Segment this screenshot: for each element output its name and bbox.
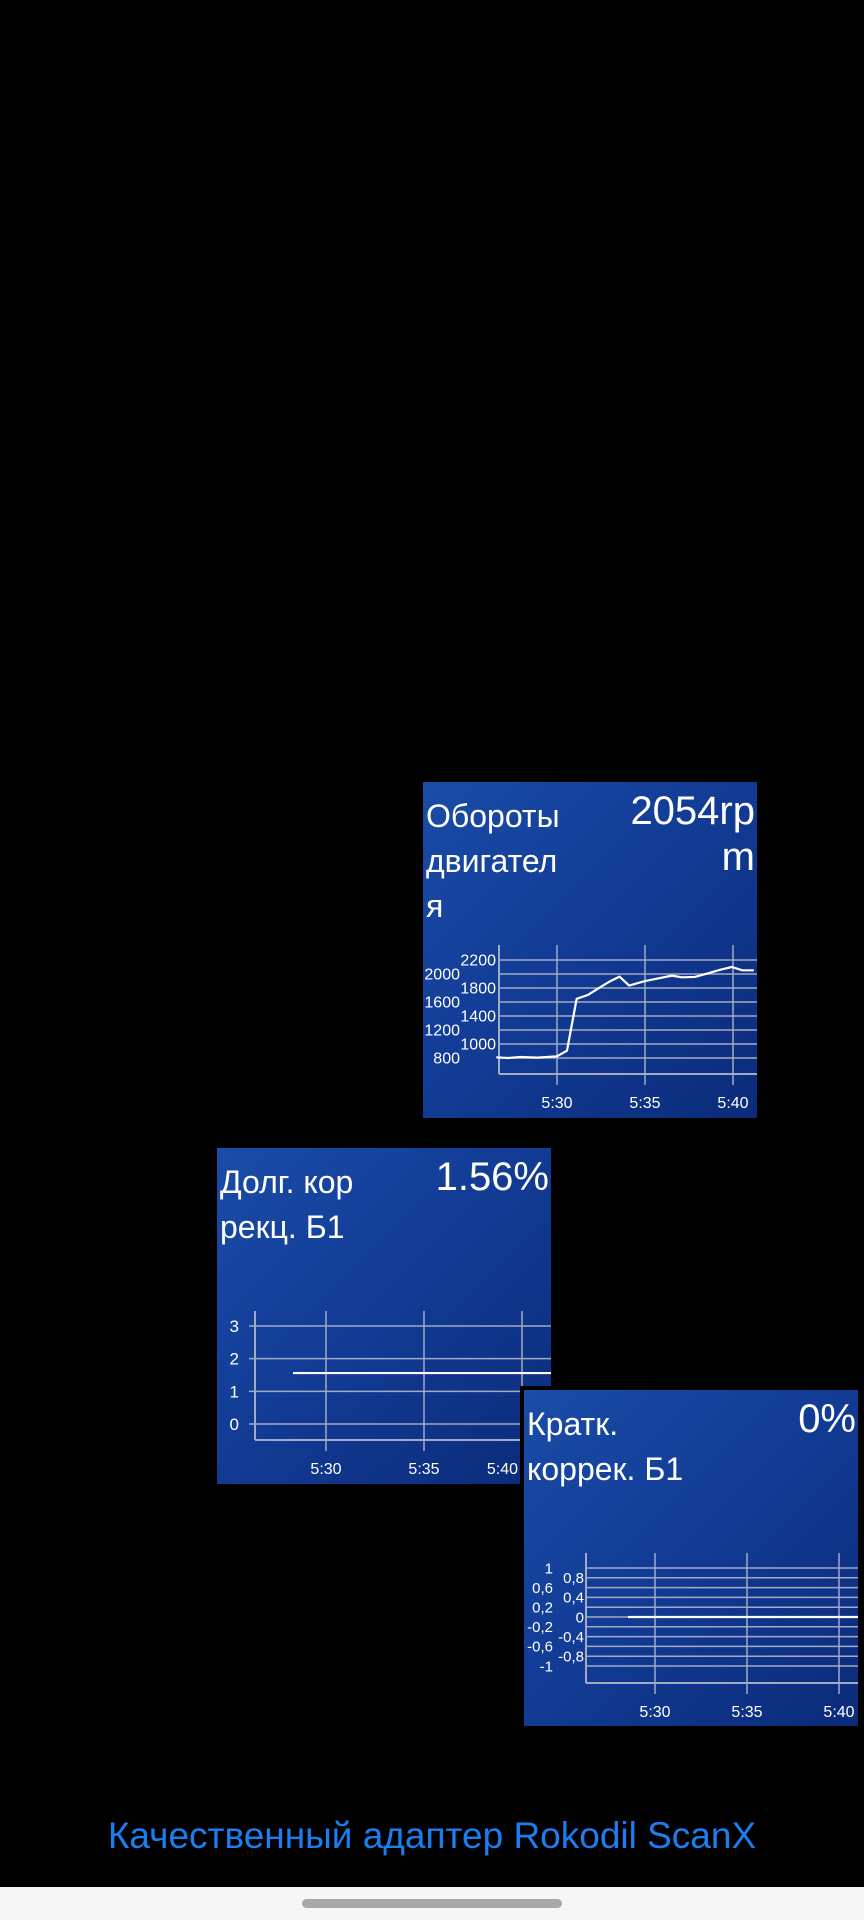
y-tick-label: -0,8 bbox=[558, 1648, 584, 1665]
y-tick-label: 0 bbox=[576, 1609, 584, 1626]
x-tick-label: 5:40 bbox=[823, 1704, 854, 1721]
x-tick-label: 5:35 bbox=[629, 1095, 660, 1112]
widget-title: Обороты двигателя bbox=[426, 798, 560, 924]
y-tick-label: -0,6 bbox=[527, 1639, 553, 1656]
y-tick-label: 0,6 bbox=[532, 1580, 553, 1597]
y-tick-label: 0,8 bbox=[563, 1570, 584, 1587]
y-tick-label: 1200 bbox=[424, 1023, 460, 1040]
y-tick-label: 0 bbox=[230, 1415, 239, 1434]
y-tick-label: 2 bbox=[230, 1350, 239, 1369]
x-tick-label: 5:40 bbox=[717, 1095, 748, 1112]
y-tick-label: 1400 bbox=[460, 1009, 496, 1026]
x-tick-label: 5:30 bbox=[541, 1095, 572, 1112]
x-tick-label: 5:35 bbox=[731, 1704, 762, 1721]
long-trim-chart: 0 1 2 3 5:30 5:35 5:40 bbox=[230, 1311, 551, 1478]
widget-engine-rpm[interactable]: Обороты двигателя 2054rpm 800 1000 1200 140… bbox=[423, 782, 757, 1118]
widget-value: 0% bbox=[798, 1397, 856, 1441]
home-gesture-handle[interactable] bbox=[302, 1899, 562, 1908]
y-tick-label: 0,4 bbox=[563, 1590, 584, 1607]
y-tick-label: 1800 bbox=[460, 981, 496, 998]
y-tick-label: 1600 bbox=[424, 995, 460, 1012]
y-tick-label: 2200 bbox=[460, 953, 496, 970]
data-series-line bbox=[496, 965, 754, 1060]
y-tick-label: 2000 bbox=[424, 967, 460, 984]
y-tick-label: -1 bbox=[540, 1658, 553, 1675]
y-tick-label: -0,4 bbox=[558, 1629, 584, 1646]
x-tick-label: 5:30 bbox=[310, 1461, 341, 1478]
footer-ad-text[interactable]: Качественный адаптер Rokodil ScanX bbox=[107, 1815, 757, 1856]
x-tick-label: 5:30 bbox=[639, 1704, 670, 1721]
y-tick-label: 1 bbox=[230, 1382, 239, 1401]
short-trim-chart: -1 -0,8 -0,6 -0,4 -0,2 0 0,2 0,4 0,6 0,8 1 5:30 5:35… bbox=[527, 1553, 858, 1721]
y-tick-label: 0,2 bbox=[532, 1599, 553, 1616]
navigation-bar bbox=[0, 1887, 864, 1920]
y-tick-label: 3 bbox=[230, 1317, 239, 1336]
x-tick-label: 5:40 bbox=[487, 1461, 518, 1478]
widget-title: Кратк. коррек. Б1 bbox=[527, 1406, 684, 1487]
y-tick-label: 1 bbox=[545, 1560, 553, 1577]
x-tick-label: 5:35 bbox=[408, 1461, 439, 1478]
y-tick-label: 800 bbox=[433, 1051, 460, 1068]
y-tick-label: -0,2 bbox=[527, 1619, 553, 1636]
widget-value: 2054rpm bbox=[630, 789, 755, 879]
widget-title: Долг. коррекц. Б1 bbox=[220, 1164, 354, 1245]
widget-short-term-fuel-trim[interactable]: Кратк. коррек. Б1 0% -1 -0,8 -0,6 -0,4 -0,2 0… bbox=[520, 1386, 862, 1730]
widget-value: 1.56% bbox=[435, 1155, 549, 1199]
widget-long-term-fuel-trim[interactable]: Долг. коррекц. Б1 1.56% 0 1 2 3 5:30 5:35 5:40 bbox=[217, 1148, 551, 1484]
y-tick-label: 1000 bbox=[460, 1037, 496, 1054]
